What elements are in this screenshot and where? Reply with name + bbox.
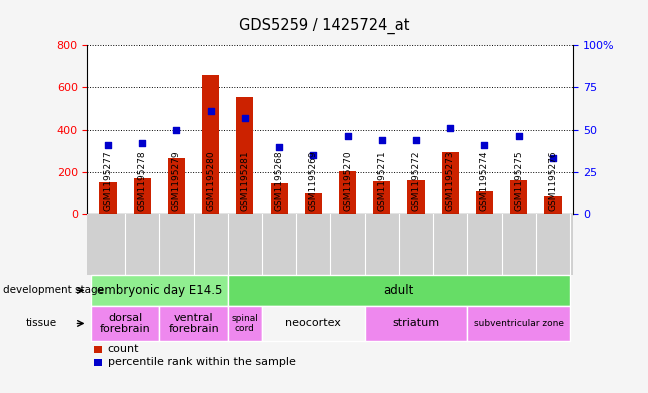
Bar bbox=[544, 196, 562, 214]
Text: neocortex: neocortex bbox=[285, 318, 341, 329]
Bar bbox=[99, 182, 117, 214]
Point bbox=[513, 133, 524, 140]
Point bbox=[205, 108, 216, 114]
Text: count: count bbox=[108, 345, 139, 354]
Text: percentile rank within the sample: percentile rank within the sample bbox=[108, 357, 295, 367]
Point bbox=[240, 115, 250, 121]
Bar bbox=[202, 75, 219, 214]
Bar bbox=[373, 182, 390, 214]
Text: dorsal
forebrain: dorsal forebrain bbox=[100, 313, 150, 334]
Bar bbox=[476, 191, 493, 214]
Point bbox=[308, 152, 319, 158]
Text: adult: adult bbox=[384, 284, 414, 297]
Bar bbox=[133, 178, 151, 214]
Text: ventral
forebrain: ventral forebrain bbox=[168, 313, 219, 334]
Text: development stage: development stage bbox=[3, 285, 104, 296]
Point bbox=[548, 155, 558, 162]
Point bbox=[376, 137, 387, 143]
Text: spinal
cord: spinal cord bbox=[231, 314, 259, 333]
Text: striatum: striatum bbox=[393, 318, 439, 329]
Bar bbox=[237, 97, 253, 214]
Point bbox=[103, 142, 113, 148]
Text: embryonic day E14.5: embryonic day E14.5 bbox=[97, 284, 222, 297]
Bar bbox=[271, 183, 288, 214]
Point bbox=[171, 127, 181, 133]
Bar bbox=[408, 180, 424, 214]
Text: subventricular zone: subventricular zone bbox=[474, 319, 564, 328]
Text: tissue: tissue bbox=[26, 318, 57, 329]
Bar bbox=[510, 180, 527, 214]
Point bbox=[445, 125, 456, 131]
Bar bbox=[305, 193, 322, 214]
Point bbox=[480, 142, 490, 148]
Point bbox=[411, 137, 421, 143]
Text: GDS5259 / 1425724_at: GDS5259 / 1425724_at bbox=[238, 18, 410, 34]
Point bbox=[274, 143, 284, 150]
Point bbox=[342, 133, 353, 140]
Bar bbox=[442, 152, 459, 214]
Bar bbox=[339, 171, 356, 214]
Bar bbox=[168, 158, 185, 214]
Point bbox=[137, 140, 148, 146]
